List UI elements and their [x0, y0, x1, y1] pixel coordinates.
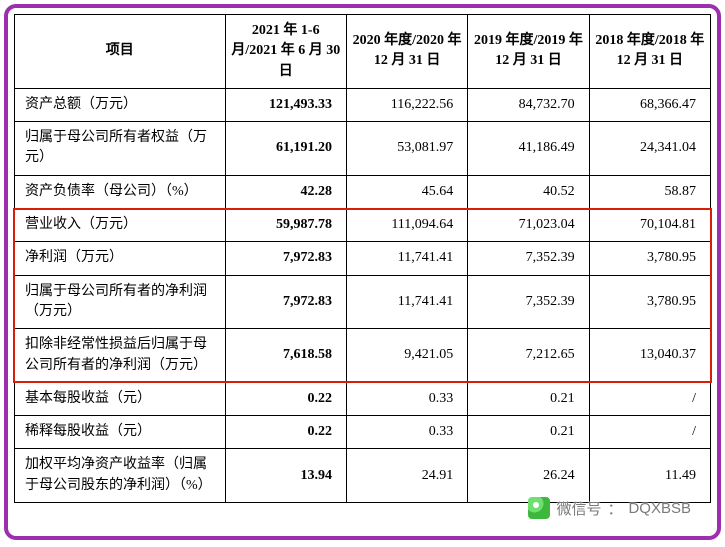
table-row: 加权平均净资产收益率（归属于母公司股东的净利润）（%） 13.94 24.91 … [15, 449, 711, 503]
row-value: 11,741.41 [346, 275, 467, 329]
row-value: 42.28 [225, 175, 346, 208]
watermark-label: 微信号 [556, 498, 601, 519]
row-value: 61,191.20 [225, 122, 346, 176]
wechat-watermark: 微信号：DQXBSB [528, 497, 691, 519]
row-label: 扣除非经常性损益后归属于母公司所有者的净利润（万元） [15, 329, 226, 383]
row-value: 11.49 [589, 449, 710, 503]
row-label: 归属于母公司所有者的净利润（万元） [15, 275, 226, 329]
table-row: 归属于母公司所有者的净利润（万元） 7,972.83 11,741.41 7,3… [15, 275, 711, 329]
row-value: 9,421.05 [346, 329, 467, 383]
table-row: 净利润（万元） 7,972.83 11,741.41 7,352.39 3,78… [15, 242, 711, 275]
table-row: 资产负债率（母公司）（%） 42.28 45.64 40.52 58.87 [15, 175, 711, 208]
row-value: 40.52 [468, 175, 589, 208]
table-row: 营业收入（万元） 59,987.78 111,094.64 71,023.04 … [15, 209, 711, 242]
row-value: 7,618.58 [225, 329, 346, 383]
header-item: 项目 [15, 15, 226, 89]
row-value: 24.91 [346, 449, 467, 503]
table-row: 基本每股收益（元） 0.22 0.33 0.21 / [15, 382, 711, 415]
header-period-2: 2019 年度/2019 年 12 月 31 日 [468, 15, 589, 89]
row-value: 41,186.49 [468, 122, 589, 176]
row-label: 资产总额（万元） [15, 88, 226, 121]
table-row: 稀释每股收益（元） 0.22 0.33 0.21 / [15, 416, 711, 449]
row-label: 加权平均净资产收益率（归属于母公司股东的净利润）（%） [15, 449, 226, 503]
header-period-3: 2018 年度/2018 年 12 月 31 日 [589, 15, 710, 89]
row-label: 资产负债率（母公司）（%） [15, 175, 226, 208]
row-value: 7,352.39 [468, 242, 589, 275]
row-value: 71,023.04 [468, 209, 589, 242]
row-value: 0.21 [468, 416, 589, 449]
row-value: 24,341.04 [589, 122, 710, 176]
row-value: 7,972.83 [225, 242, 346, 275]
row-value: 26.24 [468, 449, 589, 503]
row-value: 0.22 [225, 416, 346, 449]
row-value: 0.33 [346, 382, 467, 415]
row-value: 59,987.78 [225, 209, 346, 242]
financial-table-container: 项目 2021 年 1-6 月/2021 年 6 月 30 日 2020 年度/… [14, 14, 711, 503]
row-value: 7,212.65 [468, 329, 589, 383]
row-value: 7,972.83 [225, 275, 346, 329]
row-label: 归属于母公司所有者权益（万元） [15, 122, 226, 176]
row-value: 13,040.37 [589, 329, 710, 383]
row-value: / [589, 382, 710, 415]
row-value: 116,222.56 [346, 88, 467, 121]
row-value: 121,493.33 [225, 88, 346, 121]
table-header-row: 项目 2021 年 1-6 月/2021 年 6 月 30 日 2020 年度/… [15, 15, 711, 89]
row-label: 营业收入（万元） [15, 209, 226, 242]
row-value: 70,104.81 [589, 209, 710, 242]
table-row: 归属于母公司所有者权益（万元） 61,191.20 53,081.97 41,1… [15, 122, 711, 176]
financial-table: 项目 2021 年 1-6 月/2021 年 6 月 30 日 2020 年度/… [14, 14, 711, 503]
row-value: 0.22 [225, 382, 346, 415]
row-value: 53,081.97 [346, 122, 467, 176]
table-body: 资产总额（万元） 121,493.33 116,222.56 84,732.70… [15, 88, 711, 502]
row-value: 111,094.64 [346, 209, 467, 242]
row-value: 13.94 [225, 449, 346, 503]
row-value: 45.64 [346, 175, 467, 208]
row-value: 84,732.70 [468, 88, 589, 121]
watermark-value: DQXBSB [628, 500, 691, 517]
row-value: 0.33 [346, 416, 467, 449]
row-label: 稀释每股收益（元） [15, 416, 226, 449]
wechat-icon [528, 497, 550, 519]
row-value: 0.21 [468, 382, 589, 415]
row-value: 68,366.47 [589, 88, 710, 121]
header-period-1: 2020 年度/2020 年 12 月 31 日 [346, 15, 467, 89]
header-period-0: 2021 年 1-6 月/2021 年 6 月 30 日 [225, 15, 346, 89]
row-value: 58.87 [589, 175, 710, 208]
table-row: 扣除非经常性损益后归属于母公司所有者的净利润（万元） 7,618.58 9,42… [15, 329, 711, 383]
row-value: 11,741.41 [346, 242, 467, 275]
row-label: 基本每股收益（元） [15, 382, 226, 415]
row-value: / [589, 416, 710, 449]
row-value: 3,780.95 [589, 275, 710, 329]
table-row: 资产总额（万元） 121,493.33 116,222.56 84,732.70… [15, 88, 711, 121]
row-value: 7,352.39 [468, 275, 589, 329]
row-value: 3,780.95 [589, 242, 710, 275]
row-label: 净利润（万元） [15, 242, 226, 275]
